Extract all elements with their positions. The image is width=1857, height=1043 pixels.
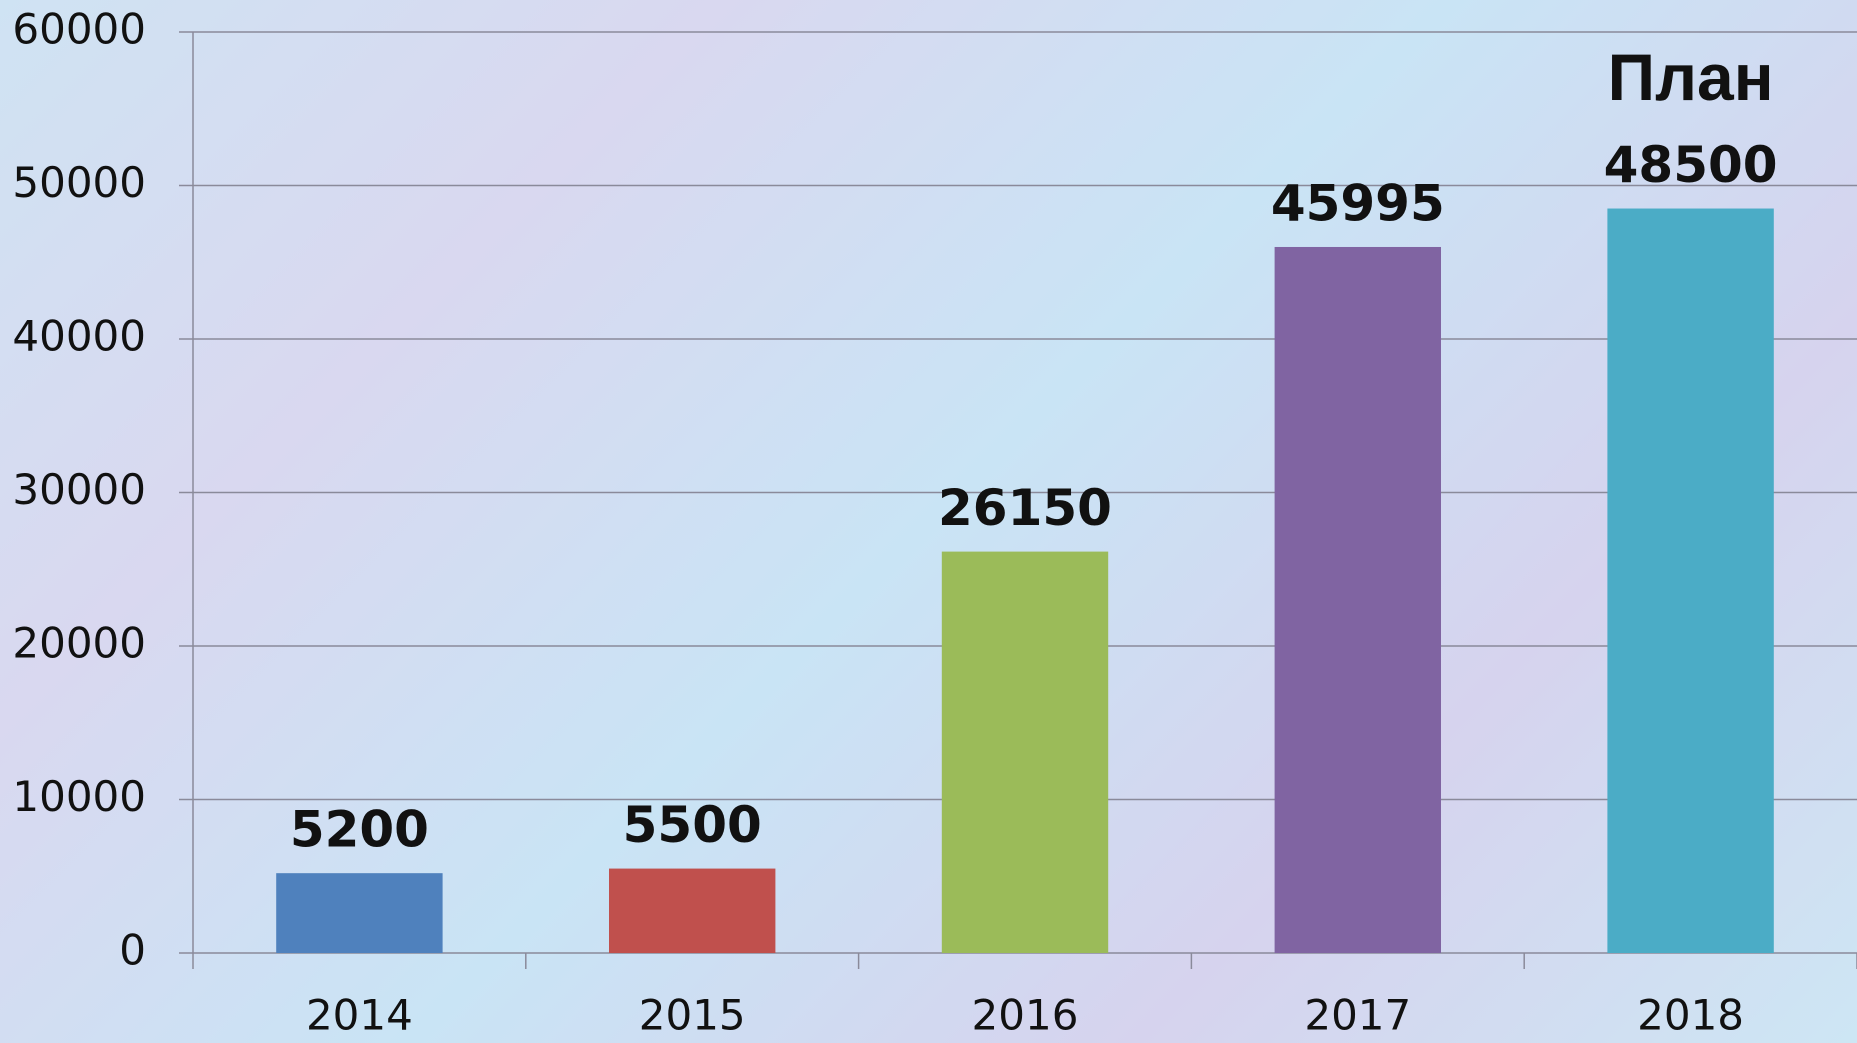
bar [941, 551, 1109, 953]
bar [1274, 246, 1441, 953]
x-tick-label: 2017 [1304, 991, 1411, 1040]
bar [609, 868, 776, 953]
annotation: План [1608, 40, 1774, 114]
y-tick-label: 60000 [12, 5, 146, 54]
y-tick-label: 30000 [12, 465, 146, 514]
bar [1607, 208, 1774, 953]
value-label: 26150 [938, 479, 1112, 537]
value-label: 45995 [1271, 174, 1445, 232]
y-tick-label: 50000 [12, 158, 146, 207]
value-label: 5500 [623, 796, 762, 854]
y-tick-label: 20000 [12, 619, 146, 668]
bar [276, 873, 443, 953]
y-tick-label: 0 [119, 926, 146, 975]
y-tick-label: 10000 [12, 772, 146, 821]
y-tick-label: 40000 [12, 312, 146, 361]
x-tick-label: 2018 [1637, 991, 1744, 1040]
x-tick-label: 2014 [306, 991, 413, 1040]
value-label: 48500 [1604, 136, 1778, 194]
x-tick-label: 2016 [972, 991, 1079, 1040]
x-tick-label: 2015 [639, 991, 746, 1040]
value-label: 5200 [290, 801, 429, 859]
